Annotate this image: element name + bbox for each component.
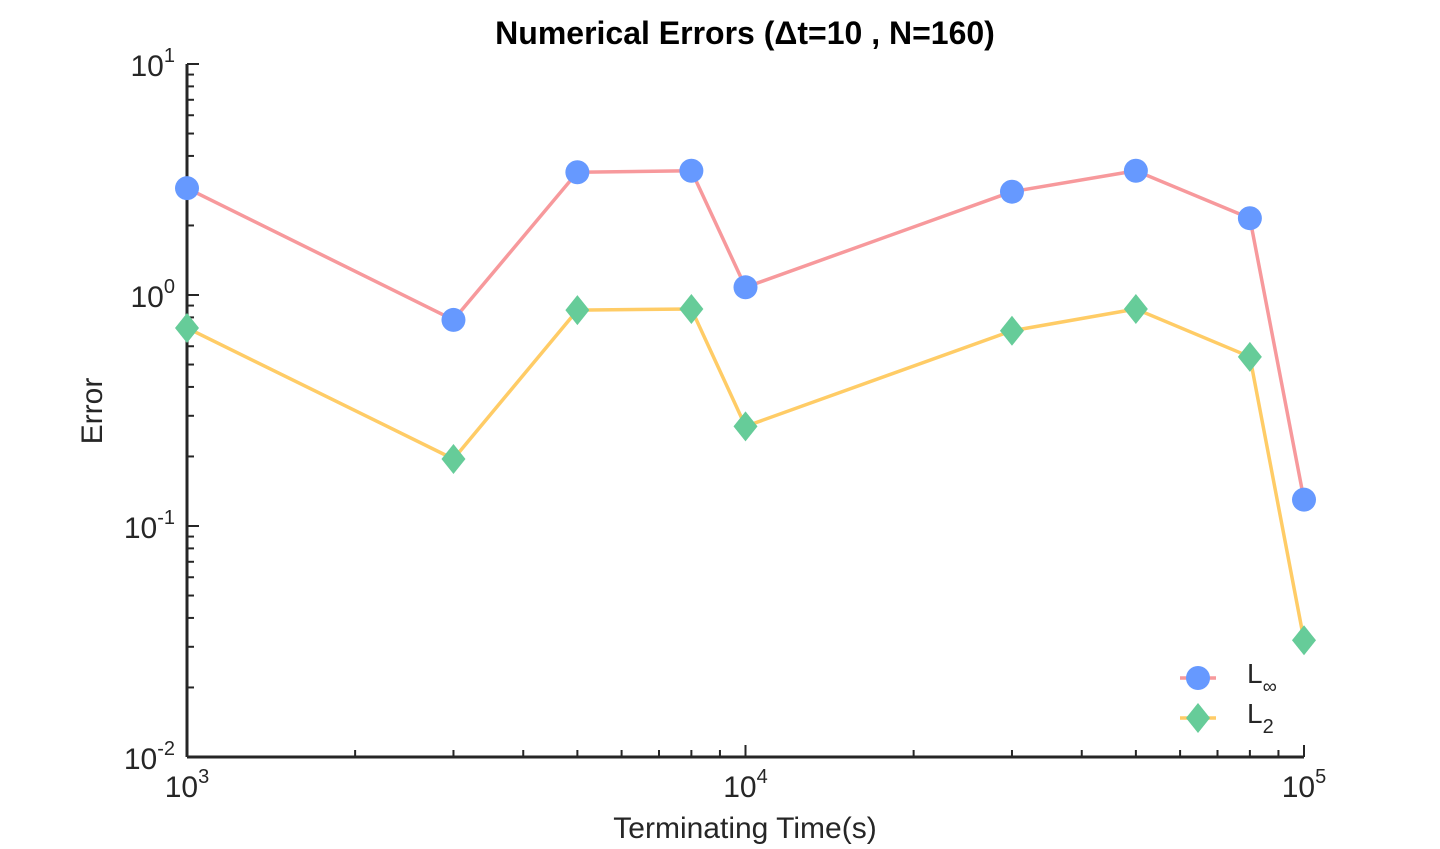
data-point: [679, 158, 704, 183]
y-tick-label: 10-2: [124, 738, 175, 776]
y-axis-label: Error: [76, 378, 109, 445]
x-axis-label: Terminating Time(s): [613, 812, 876, 845]
legend-entry-1: L∞: [1180, 658, 1277, 698]
data-point: [565, 295, 590, 326]
data-point: [565, 160, 590, 185]
data-point: [1123, 158, 1148, 183]
data-point: [1237, 206, 1262, 231]
data-point: [441, 444, 466, 475]
legend: L∞L2: [1180, 658, 1277, 738]
data-point: [733, 275, 758, 300]
data-point: [175, 312, 199, 343]
data-point: [679, 293, 704, 324]
data-point: [175, 176, 199, 201]
data-point: [1237, 341, 1262, 372]
data-point: [441, 307, 466, 332]
y-tick-label: 10-1: [124, 507, 175, 545]
data-point: [1292, 625, 1316, 656]
y-tick-label: 100: [131, 276, 176, 314]
axes: 103 104 105 10-2 10-1 100 101: [124, 45, 1326, 804]
legend-label: L∞: [1247, 658, 1277, 698]
legend-marker: [1186, 666, 1210, 690]
series-layer: [175, 158, 1316, 656]
chart-title: Numerical Errors (Δt=10 , N=160): [495, 15, 995, 51]
series-line: [186, 169, 1306, 501]
legend-entry-2: L2: [1180, 698, 1274, 738]
legend-marker: [1186, 703, 1210, 733]
series-1: [175, 158, 1316, 512]
data-point: [999, 179, 1024, 204]
data-point: [999, 315, 1024, 346]
series-2: [175, 293, 1316, 656]
series-line: [186, 307, 1306, 641]
data-point: [1292, 487, 1316, 512]
x-tick-label: 105: [1282, 766, 1327, 804]
legend-label: L2: [1247, 698, 1274, 738]
y-tick-label: 101: [131, 45, 176, 83]
x-tick-label: 103: [165, 766, 210, 804]
data-point: [733, 411, 758, 442]
data-point: [1123, 293, 1148, 324]
x-tick-label: 104: [723, 766, 768, 804]
